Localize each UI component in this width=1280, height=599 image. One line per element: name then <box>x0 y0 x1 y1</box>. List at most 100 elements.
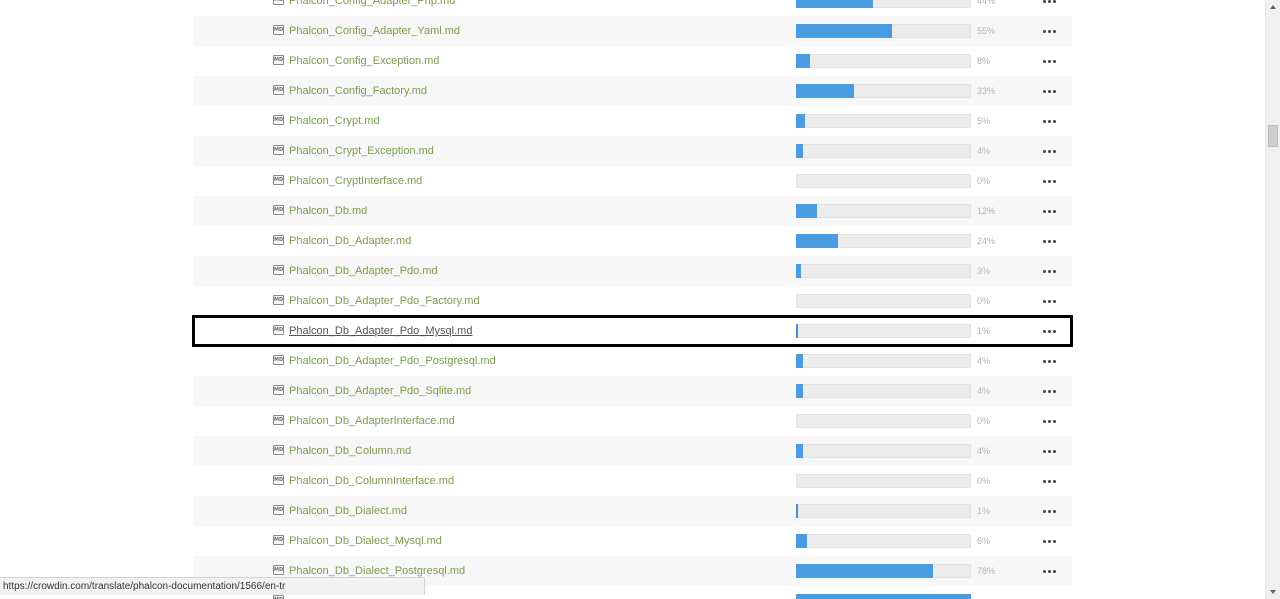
more-dots-icon[interactable] <box>1040 204 1060 218</box>
more-dots-icon[interactable] <box>1040 594 1060 599</box>
scroll-up-arrow-icon[interactable] <box>1266 0 1280 14</box>
markdown-file-icon: MD <box>273 25 284 35</box>
progress-bar-fill <box>796 504 798 518</box>
progress-bar <box>796 414 971 428</box>
file-row[interactable]: MD Phalcon_CryptInterface.md 0% <box>193 166 1072 196</box>
file-name-link[interactable]: Phalcon_Config_Factory.md <box>289 85 427 97</box>
more-dots-icon[interactable] <box>1040 534 1060 548</box>
progress-bar-fill <box>796 354 803 368</box>
file-row[interactable]: MD Phalcon_Config_Exception.md 8% <box>193 46 1072 76</box>
progress-bar-fill <box>796 534 807 548</box>
progress-bar-fill <box>796 84 854 98</box>
progress-percent: 1% <box>977 506 991 516</box>
file-row[interactable]: MD Phalcon_Crypt_Exception.md 4% <box>193 136 1072 166</box>
file-name-link[interactable]: Phalcon_Db.md <box>289 205 368 217</box>
file-name-link[interactable]: Phalcon_Db_Dialect_Mysql.md <box>289 535 442 547</box>
file-name-link[interactable]: Phalcon_Db_AdapterInterface.md <box>289 415 455 427</box>
progress-bar <box>796 324 971 338</box>
progress-bar-fill <box>796 0 873 8</box>
vertical-scrollbar[interactable] <box>1265 0 1280 599</box>
more-dots-icon[interactable] <box>1040 324 1060 338</box>
status-bar-url: https://crowdin.com/translate/phalcon-do… <box>0 577 425 595</box>
progress-bar <box>796 534 971 548</box>
file-name-link[interactable]: Phalcon_Db_Adapter_Pdo_Mysql.md <box>289 325 473 337</box>
progress-bar <box>796 204 971 218</box>
markdown-file-icon: MD <box>273 85 284 95</box>
file-name-link[interactable]: Phalcon_Db_Adapter_Pdo_Sqlite.md <box>289 385 472 397</box>
file-row-selected[interactable]: MD Phalcon_Db_Adapter_Pdo_Mysql.md 1% <box>192 315 1073 347</box>
more-dots-icon[interactable] <box>1040 234 1060 248</box>
file-row[interactable]: MD Phalcon_Config_Adapter_Yaml.md 55% <box>193 16 1072 46</box>
progress-percent: 0% <box>977 476 991 486</box>
file-row[interactable]: MD Phalcon_Db_Adapter_Pdo_Sqlite.md 4% <box>193 376 1072 406</box>
progress-bar <box>796 354 971 368</box>
file-name-link[interactable]: Phalcon_Config_Adapter_Yaml.md <box>289 25 461 37</box>
more-dots-icon[interactable] <box>1040 144 1060 158</box>
more-dots-icon[interactable] <box>1040 24 1060 38</box>
more-dots-icon[interactable] <box>1040 264 1060 278</box>
file-row[interactable]: MD Phalcon_Crypt.md 5% <box>193 106 1072 136</box>
progress-bar-fill <box>796 114 805 128</box>
more-dots-icon[interactable] <box>1040 444 1060 458</box>
more-dots-icon[interactable] <box>1040 54 1060 68</box>
progress-percent: 5% <box>977 116 991 126</box>
progress-percent: 0% <box>977 176 991 186</box>
more-dots-icon[interactable] <box>1040 84 1060 98</box>
more-dots-icon[interactable] <box>1040 174 1060 188</box>
progress-bar-fill <box>796 144 803 158</box>
more-dots-icon[interactable] <box>1040 474 1060 488</box>
file-row[interactable]: MD Phalcon_Config_Adapter_Php.md 44% <box>193 0 1072 16</box>
more-dots-icon[interactable] <box>1040 564 1060 578</box>
more-dots-icon[interactable] <box>1040 114 1060 128</box>
more-dots-icon[interactable] <box>1040 384 1060 398</box>
file-row[interactable]: MD Phalcon_Db_Dialect.md 1% <box>193 496 1072 526</box>
file-name-link[interactable]: Phalcon_Db_Adapter_Pdo.md <box>289 265 438 277</box>
scroll-down-arrow-icon[interactable] <box>1266 585 1280 599</box>
progress-bar-fill <box>796 24 892 38</box>
file-row[interactable]: MD Phalcon_Db_Adapter_Pdo_Postgresql.md 4% <box>193 346 1072 376</box>
progress-bar <box>796 114 971 128</box>
file-name-link[interactable]: Phalcon_Db_Dialect_Postgresql.md <box>289 565 466 577</box>
progress-percent: 24% <box>977 236 996 246</box>
progress-bar <box>796 504 971 518</box>
file-name-link[interactable]: Phalcon_Db_Adapter.md <box>289 235 412 247</box>
markdown-file-icon: MD <box>273 415 284 425</box>
file-name-link[interactable]: Phalcon_CryptInterface.md <box>289 175 423 187</box>
progress-bar <box>796 594 971 599</box>
file-name-link[interactable]: Phalcon_Db_Column.md <box>289 445 412 457</box>
file-name-link[interactable]: Phalcon_Db_Adapter_Pdo_Factory.md <box>289 295 480 307</box>
file-name-link[interactable]: Phalcon_Db_Adapter_Pdo_Postgresql.md <box>289 355 496 367</box>
file-name-link[interactable]: Phalcon_Crypt.md <box>289 115 380 127</box>
more-dots-icon[interactable] <box>1040 0 1060 8</box>
more-dots-icon[interactable] <box>1040 414 1060 428</box>
progress-percent: 1% <box>977 326 991 336</box>
file-row[interactable]: MD Phalcon_Db_Adapter_Pdo.md 3% <box>193 256 1072 286</box>
file-row[interactable]: MD Phalcon_Db_Dialect_Mysql.md 6% <box>193 526 1072 556</box>
file-name-link[interactable]: Phalcon_Config_Adapter_Php.md <box>289 0 456 7</box>
file-row[interactable]: MD Phalcon_Db_ColumnInterface.md 0% <box>193 466 1072 496</box>
file-name-link[interactable]: Phalcon_Config_Exception.md <box>289 55 440 67</box>
file-row[interactable]: MD Phalcon_Db.md 12% <box>193 196 1072 226</box>
file-row[interactable]: MD Phalcon_Db_Adapter_Pdo_Factory.md 0% <box>193 286 1072 316</box>
file-name-link[interactable]: Phalcon_Crypt_Exception.md <box>289 145 434 157</box>
file-row[interactable]: MD Phalcon_Config_Factory.md 33% <box>193 76 1072 106</box>
progress-bar-fill <box>796 204 817 218</box>
progress-bar-fill <box>796 324 798 338</box>
progress-percent: 3% <box>977 266 991 276</box>
progress-bar <box>796 294 971 308</box>
file-row[interactable]: MD Phalcon_Db_Column.md 4% <box>193 436 1072 466</box>
file-row[interactable]: MD <box>193 586 1072 599</box>
markdown-file-icon: MD <box>273 595 284 599</box>
file-row[interactable]: MD Phalcon_Db_AdapterInterface.md 0% <box>193 406 1072 436</box>
more-dots-icon[interactable] <box>1040 504 1060 518</box>
file-row[interactable]: MD Phalcon_Db_Adapter.md 24% <box>193 226 1072 256</box>
markdown-file-icon: MD <box>273 295 284 305</box>
scrollbar-thumb[interactable] <box>1268 125 1278 147</box>
markdown-file-icon: MD <box>273 205 284 215</box>
more-dots-icon[interactable] <box>1040 354 1060 368</box>
file-name-link[interactable]: Phalcon_Db_ColumnInterface.md <box>289 475 455 487</box>
file-name-link[interactable]: Phalcon_Db_Dialect.md <box>289 505 408 517</box>
more-dots-icon[interactable] <box>1040 294 1060 308</box>
markdown-file-icon: MD <box>273 505 284 515</box>
